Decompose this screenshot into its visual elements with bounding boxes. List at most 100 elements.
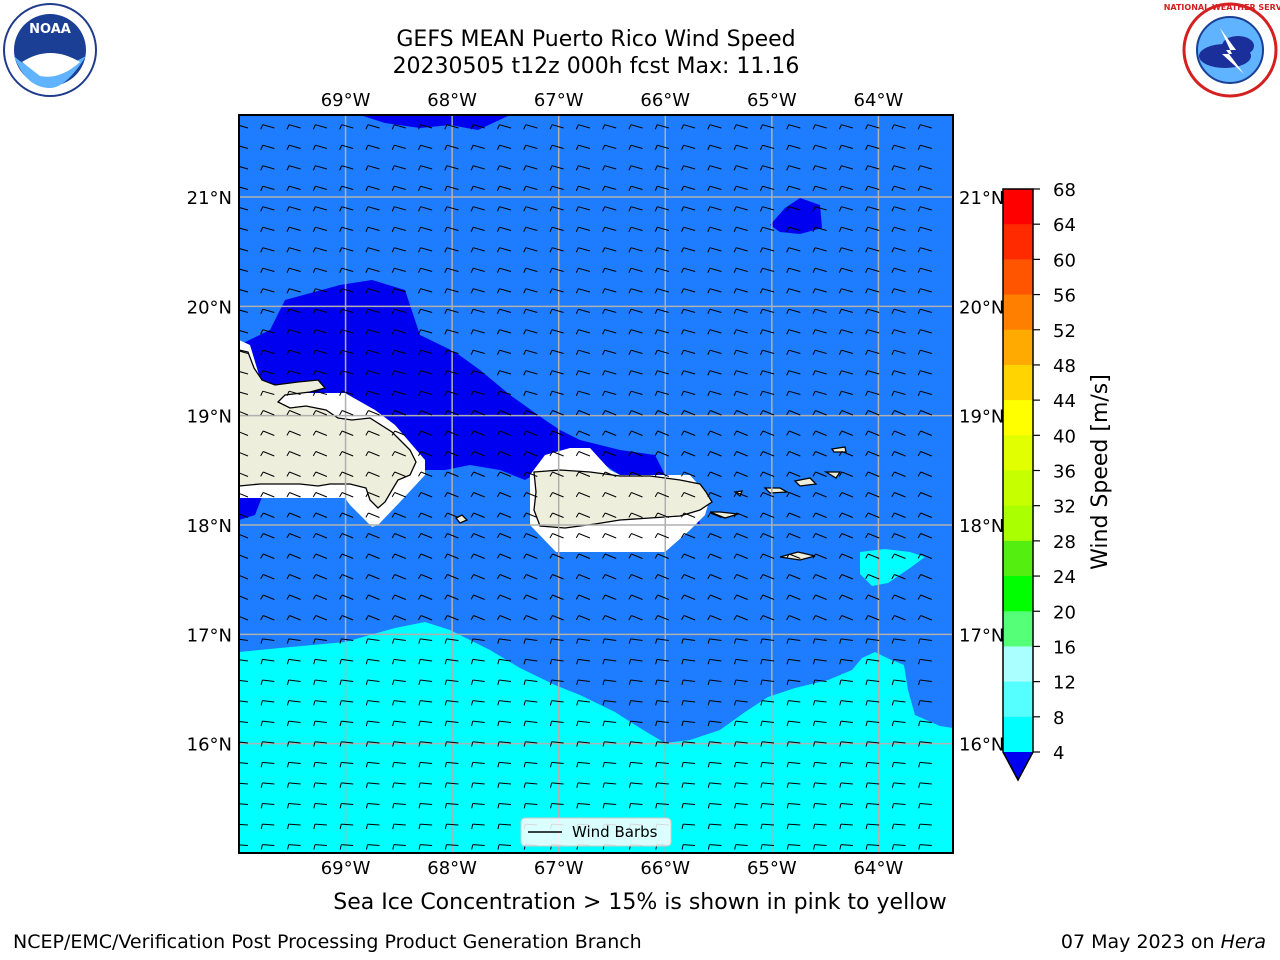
lon-label: 64°W bbox=[854, 858, 904, 879]
wind-barb bbox=[734, 844, 748, 850]
wind-barb bbox=[681, 247, 696, 253]
wind-barb bbox=[365, 823, 380, 830]
wind-barb bbox=[628, 658, 643, 665]
wind-barb bbox=[470, 451, 485, 457]
wind-barb bbox=[628, 803, 643, 809]
wind-barb bbox=[496, 574, 512, 580]
wind-barb bbox=[681, 124, 696, 130]
wind-barb bbox=[339, 700, 354, 706]
wind-barb bbox=[470, 658, 485, 665]
wind-barb bbox=[917, 329, 932, 335]
wind-barb bbox=[260, 226, 275, 232]
wind-barb bbox=[286, 720, 301, 727]
wind-barb bbox=[239, 472, 249, 477]
wind-barb bbox=[391, 226, 406, 232]
wind-barb bbox=[523, 638, 538, 644]
wind-barb bbox=[391, 492, 406, 498]
wind-barb bbox=[891, 615, 906, 621]
wind-barb bbox=[786, 679, 801, 685]
colorbar-segment bbox=[1003, 505, 1033, 542]
wind-barb bbox=[418, 594, 433, 600]
wind-barb bbox=[865, 471, 880, 477]
wind-barb bbox=[391, 533, 406, 539]
wind-barb bbox=[707, 247, 722, 253]
wind-barb bbox=[760, 741, 775, 747]
wind-barb bbox=[865, 658, 880, 665]
wind-barb bbox=[470, 574, 485, 580]
wind-barb bbox=[471, 782, 485, 788]
wind-barb bbox=[812, 329, 827, 335]
wind-barb bbox=[918, 679, 932, 685]
wind-barb bbox=[470, 226, 485, 232]
wind-barb bbox=[838, 594, 854, 600]
wind-barb bbox=[313, 844, 327, 850]
wind-barb bbox=[891, 451, 906, 457]
wind-barb bbox=[786, 638, 801, 644]
wind-barb bbox=[812, 761, 827, 768]
wind-barb bbox=[812, 349, 827, 355]
wind-barb bbox=[838, 124, 854, 130]
wind-barb bbox=[759, 124, 775, 130]
wind-barb bbox=[392, 700, 406, 706]
wind-barb bbox=[891, 185, 906, 191]
wind-barb bbox=[681, 844, 696, 850]
wind-barb bbox=[339, 574, 354, 580]
wind-barb bbox=[523, 679, 538, 685]
wind-barb bbox=[444, 492, 459, 498]
wind-barb bbox=[865, 144, 880, 150]
wind-barb bbox=[891, 720, 906, 727]
wind-barb bbox=[365, 370, 380, 376]
wind-barb bbox=[496, 410, 512, 416]
wind-barb bbox=[759, 430, 775, 436]
wind-barb bbox=[444, 823, 459, 830]
wind-barb bbox=[239, 533, 249, 539]
wind-barb bbox=[444, 679, 459, 685]
wind-barb bbox=[865, 329, 880, 335]
wind-barb bbox=[602, 741, 617, 747]
wind-barb bbox=[812, 700, 827, 706]
wind-barb bbox=[865, 390, 880, 396]
wind-barb bbox=[681, 782, 696, 788]
wind-barb bbox=[576, 700, 590, 706]
wind-barb bbox=[681, 574, 696, 580]
wind-barb bbox=[286, 761, 301, 768]
wind-barb bbox=[786, 741, 801, 747]
wind-barb bbox=[312, 329, 328, 335]
colorbar-tick-label: 68 bbox=[1053, 180, 1076, 201]
wind-barb bbox=[707, 594, 722, 600]
wind-barb bbox=[838, 247, 854, 253]
wind-barb bbox=[549, 329, 564, 335]
wind-barb bbox=[707, 144, 722, 150]
wind-barb bbox=[733, 329, 748, 335]
wind-barb bbox=[286, 185, 301, 191]
wind-barb bbox=[391, 430, 406, 436]
wind-barb bbox=[523, 451, 538, 457]
wind-barb bbox=[496, 370, 512, 376]
wind-barb bbox=[339, 720, 354, 727]
wind-barb bbox=[759, 492, 775, 498]
wind-barb bbox=[838, 390, 854, 396]
colorbar-segment bbox=[1003, 681, 1033, 718]
wind-barb bbox=[470, 679, 485, 685]
colorbar-segment bbox=[1003, 329, 1033, 366]
wind-barb bbox=[312, 206, 328, 212]
wind-barb bbox=[496, 226, 512, 232]
wind-barb bbox=[681, 679, 696, 685]
wind-barb bbox=[523, 615, 538, 621]
wind-barb bbox=[681, 308, 696, 314]
wind-barb bbox=[239, 288, 249, 293]
wind-barb bbox=[239, 615, 249, 621]
wind-barb bbox=[918, 823, 932, 830]
wind-barb bbox=[339, 247, 354, 253]
wind-barb bbox=[681, 430, 696, 436]
wind-barb bbox=[549, 267, 564, 273]
wind-barb bbox=[365, 451, 380, 457]
colorbar-tick-label: 56 bbox=[1053, 286, 1076, 307]
lat-label: 20°N bbox=[187, 297, 232, 318]
wind-barb bbox=[418, 823, 433, 830]
wind-barb bbox=[549, 679, 564, 685]
wind-barb bbox=[260, 553, 275, 559]
wind-barb bbox=[865, 165, 880, 171]
wind-barb bbox=[917, 267, 932, 273]
wind-barb bbox=[470, 329, 485, 335]
